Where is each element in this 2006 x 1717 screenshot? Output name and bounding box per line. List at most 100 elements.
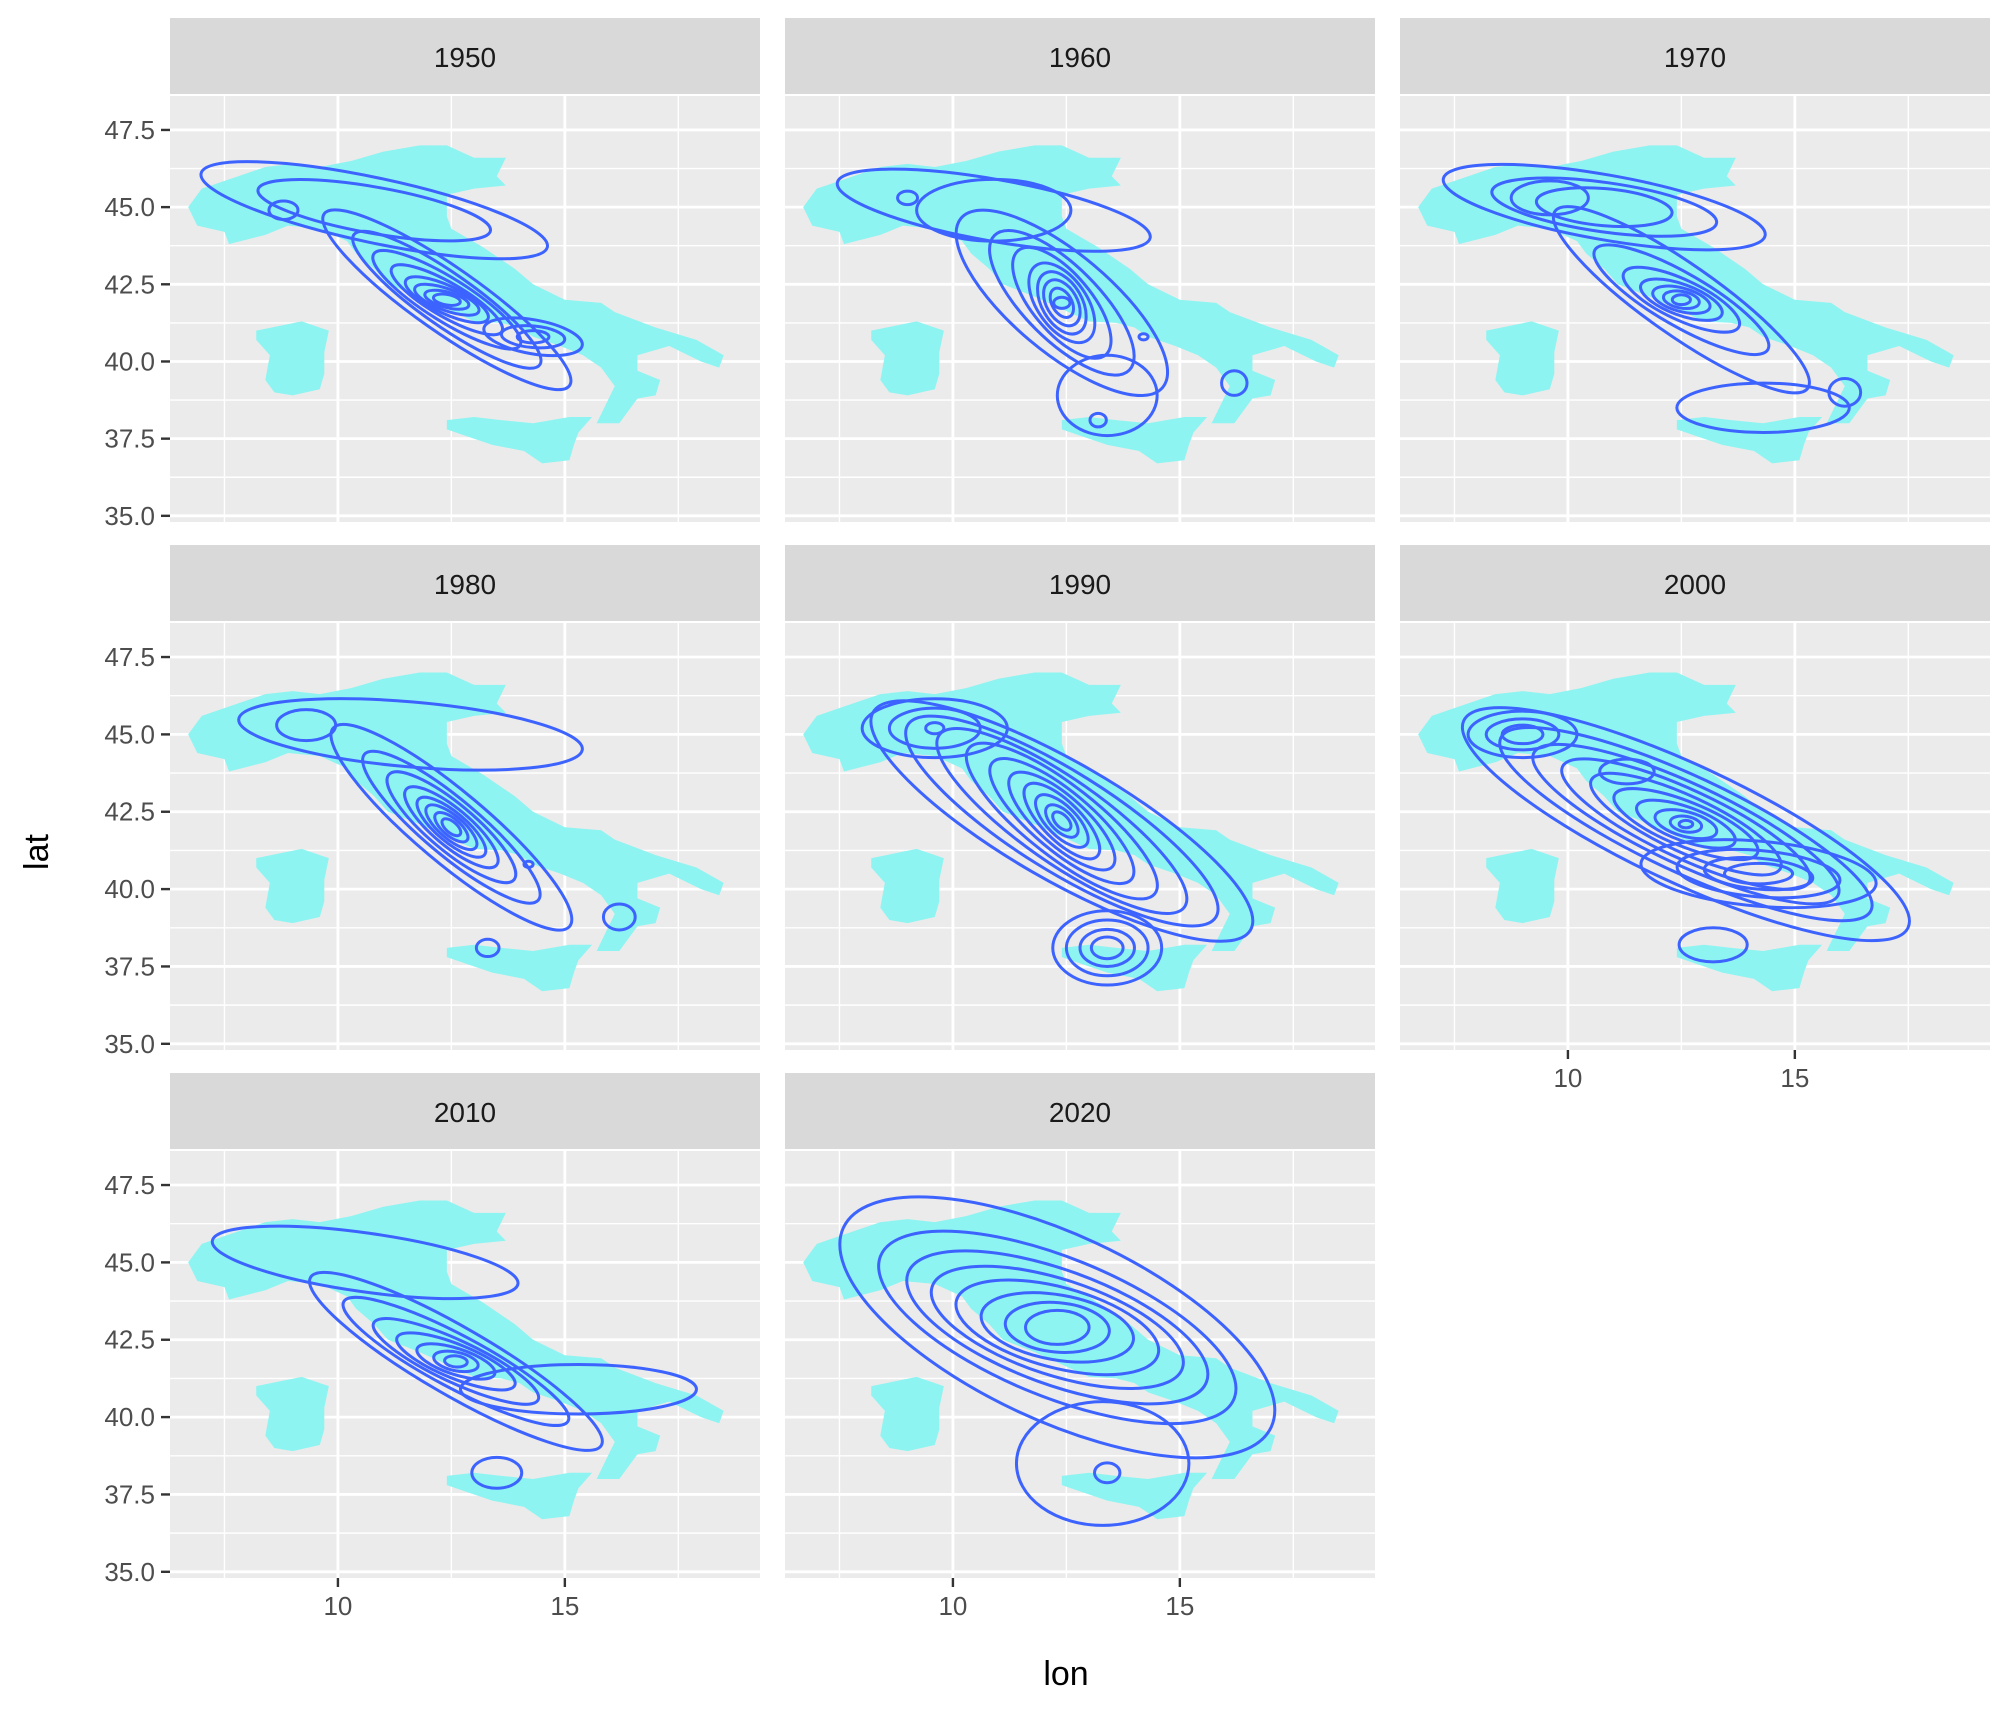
contour-line <box>935 727 1189 915</box>
density-contours-1990 <box>860 697 1255 987</box>
contour-line <box>210 1224 520 1301</box>
facet-panel-2000: 2000 10 15 <box>1400 545 1990 1093</box>
facet-strip-2020 <box>785 1073 1375 1149</box>
contour-line <box>1651 284 1712 315</box>
facet-strip-label-1960: 1960 <box>1049 42 1111 73</box>
contour-line <box>440 817 463 838</box>
y-tick-label: 45.0 <box>104 1247 155 1277</box>
contour-line <box>1723 861 1795 886</box>
facet-strip-1950 <box>170 18 760 94</box>
contour-line <box>470 1455 524 1490</box>
density-contours-1960 <box>835 167 1249 438</box>
contour-line <box>371 1317 541 1406</box>
facet-panel-1980: 1980 35.0 37.5 40.0 42.5 45.0 47.5 <box>104 545 760 1059</box>
contour-line <box>351 229 543 370</box>
contour-line <box>1044 803 1080 839</box>
contour-line <box>275 708 338 743</box>
contour-line <box>924 721 946 736</box>
y-tick-label: 42.5 <box>104 797 155 827</box>
contour-line <box>1024 1308 1091 1346</box>
density-contours-1950 <box>199 160 584 392</box>
x-tick-label: 15 <box>1165 1591 1194 1621</box>
contour-line <box>1635 798 1737 850</box>
contour-line <box>1677 818 1695 830</box>
contour-line <box>385 770 518 885</box>
contour-line <box>1022 781 1102 861</box>
contour-line <box>1064 918 1150 978</box>
contour-line <box>1498 725 1874 923</box>
contour-line <box>341 1295 571 1427</box>
contour-line <box>979 1291 1135 1364</box>
contour-line <box>361 749 542 905</box>
facet-panel-2010: 2010 35.0 37.5 40.0 42.5 45.0 47.5 10 15 <box>104 1073 760 1621</box>
contour-line <box>1639 277 1724 322</box>
contour-line <box>458 1363 698 1416</box>
contour-line <box>482 316 584 358</box>
y-tick-label: 35.0 <box>104 1029 155 1059</box>
contour-line <box>474 937 501 959</box>
contour-line <box>1670 293 1692 307</box>
contour-line <box>199 160 549 261</box>
contour-line <box>1490 176 1719 238</box>
contour-line <box>1014 1400 1191 1527</box>
y-tick-label: 45.0 <box>104 192 155 222</box>
contour-line <box>1621 265 1742 334</box>
y-tick-label: 37.5 <box>104 951 155 981</box>
contour-line <box>988 229 1136 377</box>
y-tick-label: 40.0 <box>104 346 155 376</box>
facet-strip-label-2010: 2010 <box>434 1097 496 1128</box>
contour-line <box>1027 261 1097 345</box>
contour-line <box>415 1342 497 1381</box>
facet-strip-2010 <box>170 1073 760 1149</box>
facet-panels: 1950 35.0 37.5 40.0 42.5 45.0 47.5 1960 1970 1980… <box>104 18 1990 1621</box>
contour-line <box>443 1354 469 1369</box>
contour-line <box>237 697 584 772</box>
y-tick-label: 35.0 <box>104 501 155 531</box>
gridlines-2000 <box>1400 623 1990 1050</box>
density-contours-1970 <box>1441 162 1863 434</box>
facet-strip-label-1950: 1950 <box>434 42 496 73</box>
contour-line <box>1500 723 1545 746</box>
y-tick-label: 40.0 <box>104 1402 155 1432</box>
x-tick-label: 15 <box>1780 1063 1809 1093</box>
contour-line <box>1589 771 1783 877</box>
density-contours-2010 <box>210 1224 698 1490</box>
contour-line <box>915 177 1073 243</box>
contour-line <box>964 741 1159 901</box>
facet-strip-1980 <box>170 545 760 621</box>
contour-line <box>838 1195 1277 1460</box>
contour-line <box>954 1278 1161 1377</box>
y-tick-label: 37.5 <box>104 1479 155 1509</box>
y-tick-label: 42.5 <box>104 269 155 299</box>
y-tick-label: 42.5 <box>104 1325 155 1355</box>
facet-panel-1960: 1960 <box>785 18 1375 522</box>
y-tick-label: 40.0 <box>104 874 155 904</box>
contour-line <box>1088 411 1108 429</box>
contour-line <box>1137 332 1150 342</box>
facet-strip-label-2000: 2000 <box>1664 569 1726 600</box>
contour-line <box>1055 353 1159 438</box>
contour-line <box>601 902 637 932</box>
contour-line <box>1677 926 1749 964</box>
y-tick-label: 47.5 <box>104 642 155 672</box>
facet-strip-1960 <box>785 18 1375 94</box>
contour-line <box>1003 1300 1111 1354</box>
contour-line <box>1007 770 1117 872</box>
contour-line <box>515 329 551 345</box>
contour-line <box>423 288 471 311</box>
contour-line <box>522 859 535 869</box>
contour-line <box>860 697 1009 760</box>
contour-line <box>1639 838 1878 910</box>
contour-line <box>395 1331 517 1392</box>
contour-line <box>308 1270 604 1452</box>
contour-line <box>1441 162 1767 252</box>
facet-panel-2020: 2020 10 15 <box>785 1073 1375 1621</box>
contour-line <box>1089 935 1125 961</box>
facet-strip-label-1980: 1980 <box>434 569 496 600</box>
facet-strip-label-2020: 2020 <box>1049 1097 1111 1128</box>
y-tick-label: 47.5 <box>104 1170 155 1200</box>
facet-strip-1990 <box>785 545 1375 621</box>
x-tick-label: 10 <box>1553 1063 1582 1093</box>
contour-line <box>1051 909 1164 987</box>
